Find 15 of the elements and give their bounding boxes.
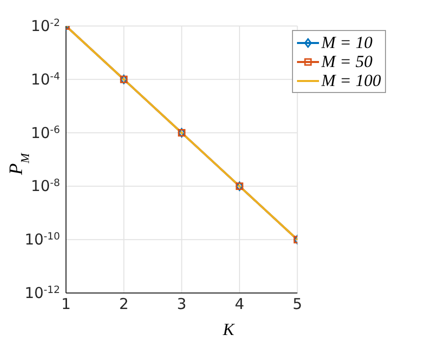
x-tick-label: 1 <box>61 295 71 313</box>
x-tick-label: 3 <box>176 295 186 313</box>
y-tick-label: 10$^{-12}$ <box>24 284 60 302</box>
y-tick-label: 10$^{-8}$ <box>30 177 60 196</box>
y-tick-label: 10$^{-6}$ <box>30 124 60 142</box>
x-axis-title: K <box>222 320 236 339</box>
legend-label: M = 100 <box>321 71 381 90</box>
y-tick-label: 10$^{-4}$ <box>30 70 60 88</box>
y-tick-label: 10$^{-2}$ <box>30 17 60 35</box>
x-tick-label: 2 <box>119 295 129 313</box>
x-tick-label: 5 <box>292 295 302 313</box>
legend-label: M = 10 <box>321 33 372 52</box>
x-tick-label: 4 <box>234 295 244 313</box>
y-tick-label: 10$^{-10}$ <box>24 230 60 249</box>
legend-label: M = 50 <box>321 52 372 71</box>
